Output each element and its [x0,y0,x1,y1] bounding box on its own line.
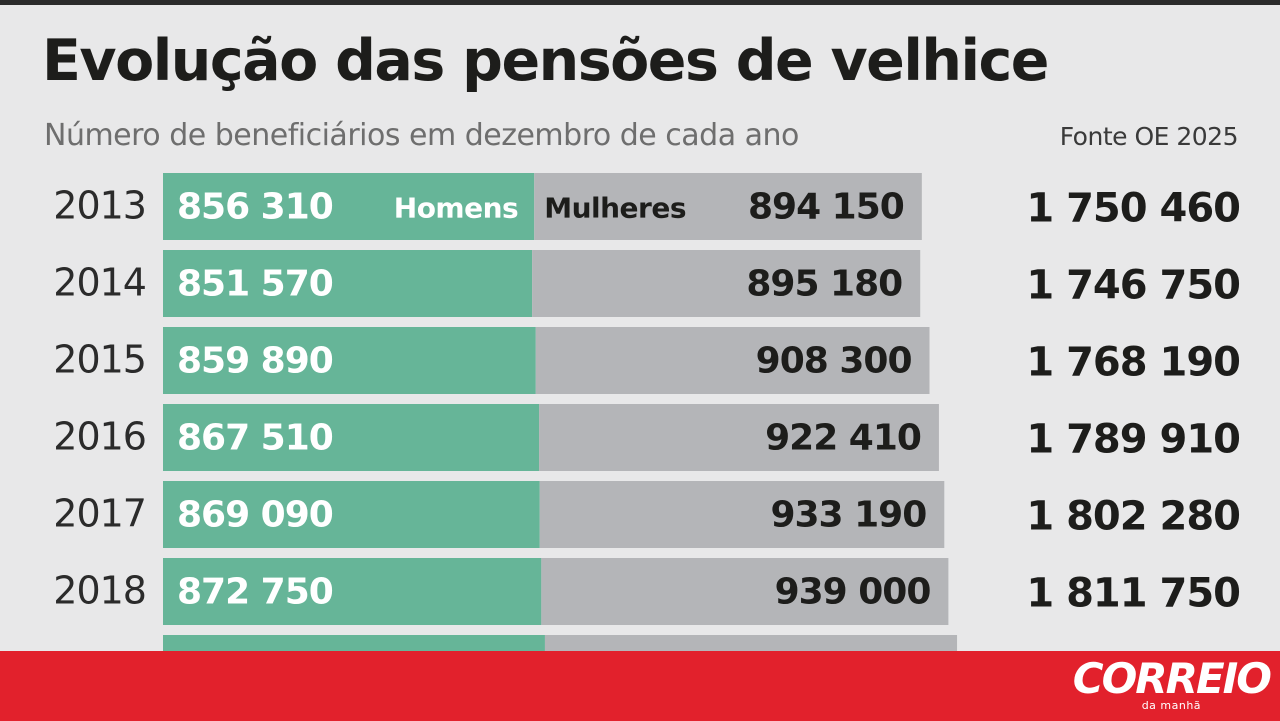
bar-women [539,404,939,471]
total-value-label: 1 746 750 [1026,263,1240,309]
bar-women [541,558,949,625]
women-value-label: 895 180 [746,264,902,305]
year-label: 2016 [53,415,146,459]
year-label: 2013 [53,184,146,228]
bar-men [163,558,542,625]
logo-subtitle: da manhã [1141,699,1202,712]
men-value-label: 867 510 [177,418,333,459]
chart-title: Evolução das pensões de velhice [42,28,1049,94]
total-value-label: 1 811 750 [1026,571,1240,617]
top-rule [0,0,1280,5]
men-value-label: 869 090 [177,495,333,536]
footer-banner: CORREIO da manhã [0,651,1280,721]
chart-source: Fonte OE 2025 [1059,122,1239,151]
women-value-label: 933 190 [770,495,926,536]
total-value-label: 1 750 460 [1026,186,1240,232]
women-value-label: 894 150 [748,187,904,228]
bar-men [163,327,536,394]
bar-men [163,404,540,471]
women-value-label: 939 000 [775,572,931,613]
correio-da-manha-logo[interactable]: CORREIO da manhã [1072,654,1272,713]
total-value-label: 1 789 910 [1026,417,1240,463]
men-value-label: 872 750 [177,572,333,613]
year-label: 2018 [53,569,146,613]
bar-women [539,481,945,548]
bar-men [163,250,533,317]
bar-men [163,481,540,548]
women-value-label: 922 410 [765,418,921,459]
bar-women [535,327,930,394]
bar-men [163,173,535,240]
total-value-label: 1 768 190 [1026,340,1240,386]
legend-men: Homens [394,192,518,225]
legend-women: Mulheres [544,192,686,225]
bar-women [534,173,922,240]
year-label: 2015 [53,338,146,382]
year-label: 2017 [53,492,146,536]
women-value-label: 908 300 [756,341,912,382]
year-label: 2014 [53,261,146,305]
men-value-label: 859 890 [177,341,333,382]
logo-wordmark: CORREIO [1072,654,1272,703]
total-value-label: 1 802 280 [1026,494,1240,540]
bar-women [532,250,921,317]
chart-subtitle: Número de beneficiários em dezembro de c… [44,118,799,153]
men-value-label: 851 570 [177,264,333,305]
men-value-label: 856 310 [177,187,333,228]
